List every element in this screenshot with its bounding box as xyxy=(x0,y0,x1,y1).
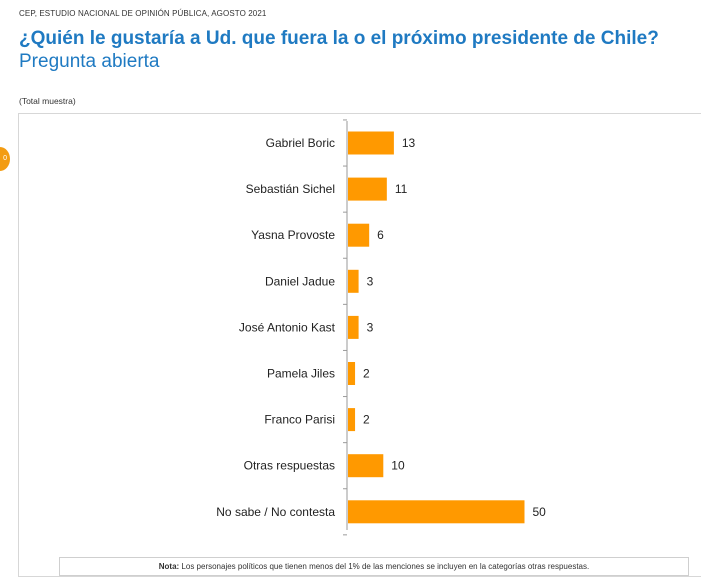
data-label: 11 xyxy=(395,182,408,196)
chart-title: ¿Quién le gustaría a Ud. que fuera la o … xyxy=(19,28,659,49)
footnote: Nota: Los personajes políticos que tiene… xyxy=(59,557,689,576)
bar xyxy=(348,223,370,247)
source-line: CEP, ESTUDIO NACIONAL DE OPINIÓN PÚBLICA… xyxy=(19,9,267,18)
data-label: 3 xyxy=(367,320,374,334)
data-label: 10 xyxy=(391,459,405,473)
page-badge-icon: 0 xyxy=(0,147,10,171)
bar xyxy=(348,131,394,155)
data-label: 2 xyxy=(363,413,370,427)
category-label: Daniel Jadue xyxy=(265,274,335,288)
category-label: Sebastián Sichel xyxy=(246,182,335,196)
category-label: No sabe / No contesta xyxy=(216,505,335,519)
footnote-text: Los personajes políticos que tienen meno… xyxy=(179,562,590,571)
sample-label: (Total muestra) xyxy=(19,96,76,106)
bar xyxy=(348,177,387,201)
bar xyxy=(348,315,359,339)
category-label: Gabriel Boric xyxy=(266,136,335,150)
bar xyxy=(348,362,356,385)
category-label: Franco Parisi xyxy=(264,413,335,427)
data-label: 2 xyxy=(363,367,370,381)
category-label: Yasna Provoste xyxy=(251,228,335,242)
chart-subtitle: Pregunta abierta xyxy=(19,51,160,72)
data-label: 50 xyxy=(533,505,547,519)
bar xyxy=(348,408,356,432)
category-label: Otras respuestas xyxy=(244,459,335,473)
category-label: José Antonio Kast xyxy=(239,320,336,334)
bar xyxy=(348,269,359,293)
bar xyxy=(348,500,525,524)
data-label: 6 xyxy=(377,228,384,242)
footnote-label: Nota: xyxy=(158,562,180,571)
category-label: Pamela Jiles xyxy=(267,367,335,381)
data-label: 13 xyxy=(402,136,416,150)
data-label: 3 xyxy=(367,274,374,288)
bar xyxy=(348,454,384,478)
